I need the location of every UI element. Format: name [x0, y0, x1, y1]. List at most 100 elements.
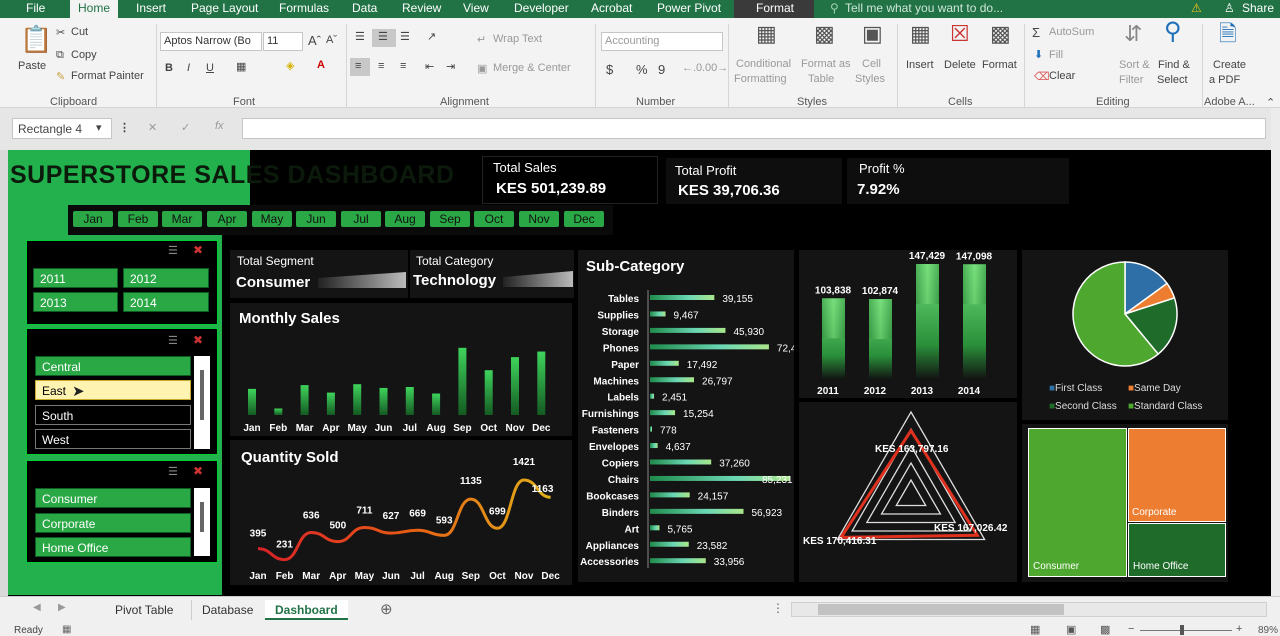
zoom-in-icon[interactable]: + — [1236, 623, 1243, 635]
clear-button[interactable]: Clear — [1049, 70, 1076, 82]
tab-power-pivot[interactable]: Power Pivot — [657, 1, 722, 15]
name-box-dropdown-icon[interactable]: ▾ — [96, 122, 102, 134]
tab-formulas[interactable]: Formulas — [279, 1, 330, 15]
tab-insert[interactable]: Insert — [136, 1, 167, 15]
font-name-box[interactable]: Aptos Narrow (Bo — [160, 32, 262, 51]
tab-acrobat[interactable]: Acrobat — [591, 1, 633, 15]
bold-button[interactable]: B — [165, 62, 173, 74]
tab-page-layout[interactable]: Page Layout — [191, 1, 259, 15]
italic-button[interactable]: I — [187, 62, 191, 74]
currency-button[interactable]: $ — [606, 62, 614, 77]
clear-filter-icon[interactable]: ✖ — [193, 243, 204, 257]
collapse-ribbon-icon[interactable]: ⌃ — [1266, 97, 1276, 109]
share-button[interactable]: Share — [1242, 1, 1275, 15]
formula-input[interactable] — [242, 118, 1266, 139]
zoom-slider[interactable] — [1140, 630, 1232, 631]
percent-button[interactable]: % — [636, 62, 648, 77]
align-right-icon[interactable]: ≡ — [400, 60, 407, 72]
align-center-icon[interactable]: ≡ — [378, 60, 385, 72]
region-button-west[interactable]: West — [35, 429, 191, 449]
delete-cells-button[interactable]: Delete — [944, 59, 976, 71]
slicer-scroll-thumb[interactable] — [200, 502, 204, 532]
increase-decimal-icon[interactable]: ←.0 — [682, 62, 703, 74]
grow-font-icon[interactable]: Aˆ — [308, 33, 321, 48]
macro-record-icon[interactable]: ▦ — [62, 624, 72, 635]
tab-review[interactable]: Review — [402, 1, 442, 15]
fill-button[interactable]: Fill — [1049, 49, 1064, 61]
number-format-box[interactable]: Accounting — [601, 32, 723, 51]
copy-button[interactable]: Copy — [71, 49, 97, 61]
month-button[interactable]: Aug — [385, 211, 425, 227]
month-button[interactable]: Sep — [430, 211, 470, 227]
name-box[interactable]: Rectangle 4 — [12, 118, 112, 139]
region-button-south[interactable]: South — [35, 405, 191, 425]
segment-button-corporate[interactable]: Corporate — [35, 513, 191, 533]
add-sheet-icon[interactable]: ⊕ — [380, 601, 393, 618]
tab-data[interactable]: Data — [352, 1, 378, 15]
font-color-icon[interactable]: A — [317, 59, 325, 71]
clear-filter-icon[interactable]: ✖ — [193, 333, 204, 347]
wrap-text-button[interactable]: Wrap Text — [493, 33, 543, 45]
paste-button[interactable]: Paste — [18, 60, 47, 72]
multi-select-icon[interactable]: ☰ — [168, 335, 178, 347]
comma-button[interactable]: 9 — [658, 62, 666, 77]
horizontal-scroll-thumb[interactable] — [818, 604, 1064, 615]
sheet-tab-database[interactable]: Database — [191, 600, 263, 620]
insert-cells-button[interactable]: Insert — [906, 59, 934, 71]
month-button[interactable]: Jun — [296, 211, 336, 227]
cancel-icon[interactable]: ✕ — [148, 122, 158, 134]
tab-home[interactable]: Home — [70, 0, 119, 18]
cell-styles-button[interactable]: Cell — [862, 58, 881, 70]
month-button[interactable]: Jul — [341, 211, 381, 227]
create-pdf-button[interactable]: Create — [1213, 59, 1247, 71]
scroll-left-icon[interactable]: ◀ — [33, 602, 41, 613]
clear-filter-icon[interactable]: ✖ — [193, 464, 204, 478]
shrink-font-icon[interactable]: Aˇ — [326, 34, 337, 46]
slicer-scroll-thumb[interactable] — [200, 370, 204, 420]
year-button[interactable]: 2013 — [33, 292, 118, 312]
month-button[interactable]: Feb — [118, 211, 158, 227]
month-button[interactable]: Jan — [73, 211, 113, 227]
indent-icon[interactable]: ⇤ — [425, 61, 435, 73]
region-button-central[interactable]: Central — [35, 356, 191, 376]
borders-icon[interactable]: ▦ — [236, 61, 247, 73]
sort-filter-button[interactable]: Sort & — [1119, 59, 1150, 71]
year-button[interactable]: 2012 — [123, 268, 209, 288]
vertical-scrollbar[interactable] — [1271, 108, 1280, 596]
top-align-icon[interactable]: ☰ — [355, 31, 365, 43]
month-button[interactable]: Oct — [474, 211, 514, 227]
underline-button[interactable]: U — [206, 62, 214, 74]
segment-button-consumer[interactable]: Consumer — [35, 488, 191, 508]
find-select-button[interactable]: Find & — [1158, 59, 1190, 71]
zoom-out-icon[interactable]: − — [1128, 623, 1135, 635]
more-options-icon[interactable]: ⋮ — [772, 601, 784, 615]
insert-function-button[interactable]: fx — [215, 120, 224, 132]
month-button[interactable]: Dec — [564, 211, 604, 227]
enter-icon[interactable]: ✓ — [181, 122, 191, 134]
month-button[interactable]: Apr — [207, 211, 247, 227]
tab-developer[interactable]: Developer — [514, 1, 569, 15]
font-size-box[interactable]: 11 — [263, 32, 303, 51]
tell-me-box[interactable]: Tell me what you want to do... — [845, 1, 1004, 15]
orientation-icon[interactable]: ↗ — [427, 31, 437, 43]
page-layout-view-icon[interactable]: ▣ — [1066, 624, 1077, 636]
month-button[interactable]: May — [252, 211, 292, 227]
page-break-view-icon[interactable]: ▩ — [1100, 624, 1111, 636]
fill-color-icon[interactable]: ◈ — [286, 60, 295, 72]
scroll-right-icon[interactable]: ▶ — [58, 602, 66, 613]
zoom-slider-thumb[interactable] — [1180, 625, 1184, 635]
decrease-decimal-icon[interactable]: .00→ — [702, 62, 729, 74]
format-painter-button[interactable]: Format Painter — [71, 70, 144, 82]
merge-center-button[interactable]: Merge & Center — [493, 62, 571, 74]
year-button[interactable]: 2014 — [123, 292, 209, 312]
sheet-tab-pivot-table[interactable]: Pivot Table — [115, 603, 174, 617]
align-left-icon[interactable]: ≡ — [355, 60, 362, 72]
year-button[interactable]: 2011 — [33, 268, 118, 288]
autosum-button[interactable]: AutoSum — [1049, 26, 1095, 38]
segment-button-home-office[interactable]: Home Office — [35, 537, 191, 557]
cut-button[interactable]: Cut — [71, 26, 89, 38]
format-cells-button[interactable]: Format — [982, 59, 1017, 71]
normal-view-icon[interactable]: ▦ — [1030, 624, 1041, 636]
outdent-icon[interactable]: ⇥ — [446, 61, 456, 73]
conditional-formatting-button[interactable]: Conditional — [736, 58, 792, 70]
